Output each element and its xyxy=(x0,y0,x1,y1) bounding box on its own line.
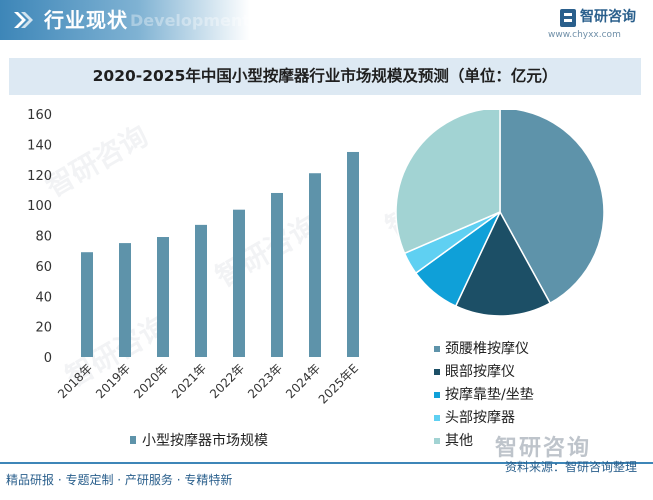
y-tick-label: 160 xyxy=(27,108,52,123)
legend-label: 其他 xyxy=(445,433,473,449)
legend-swatch xyxy=(434,392,440,398)
footer-services: 精品研报 · 专题定制 · 产研服务 · 专精特新 xyxy=(6,473,233,487)
bar xyxy=(347,151,359,357)
x-tick-label: 2021年 xyxy=(169,361,209,401)
legend-label: 眼部按摩仪 xyxy=(445,364,515,380)
y-tick-label: 140 xyxy=(27,138,52,153)
brand-url: www.chyxx.com xyxy=(548,30,621,40)
y-tick-label: 60 xyxy=(35,260,52,275)
pie-slice xyxy=(454,210,552,317)
legend-swatch xyxy=(434,438,440,444)
footer-divider xyxy=(0,462,653,464)
pie-legend-item: 眼部按摩仪 xyxy=(434,361,515,383)
bar-chart: 0 20 40 60 80 100 120 140 160 2018年2019年2020年2021… xyxy=(27,108,361,449)
pie-slice xyxy=(395,110,501,255)
legend-swatch xyxy=(434,415,440,421)
bar xyxy=(81,252,93,357)
x-tick-label: 2019年 xyxy=(93,361,133,401)
legend-swatch xyxy=(434,346,440,352)
brand-name: 智研咨询 xyxy=(580,9,636,25)
legend-label: 颈腰椎按摩仪 xyxy=(445,341,529,357)
legend-label: 小型按摩器市场规模 xyxy=(142,432,268,449)
bar xyxy=(157,237,169,357)
chart-title-band xyxy=(9,58,641,95)
x-tick-label: 2023年 xyxy=(245,361,285,401)
x-tick-label: 2022年 xyxy=(207,361,247,401)
page-header: Development history 行业现状 智研咨询 www.chyxx.… xyxy=(0,0,653,44)
bar xyxy=(119,243,131,357)
header-bar xyxy=(0,0,250,40)
legend-label: 按摩靠垫/坐垫 xyxy=(445,387,534,403)
x-tick-label: 2020年 xyxy=(131,361,171,401)
page-title: 行业现状 xyxy=(44,8,128,32)
pie-legend-item: 其他 xyxy=(434,430,473,452)
x-tick-label: 2025年E xyxy=(316,361,361,406)
chart-title: 2020-2025年中国小型按摩器行业市场规模及预测（单位：亿元） xyxy=(92,67,558,85)
y-tick-label: 0 xyxy=(44,351,52,366)
pie-legend-item: 按摩靠垫/坐垫 xyxy=(434,384,534,406)
y-tick-label: 100 xyxy=(27,199,52,214)
legend-swatch xyxy=(434,369,440,375)
bar xyxy=(271,192,283,357)
y-tick-label: 20 xyxy=(35,321,52,336)
bar xyxy=(195,224,207,357)
bar xyxy=(233,209,245,357)
header-subtitle-watermark: Development history xyxy=(130,11,319,30)
legend-swatch xyxy=(130,436,136,444)
double-chevron-icon xyxy=(14,12,33,28)
x-tick-label: 2018年 xyxy=(55,361,95,401)
pie-chart xyxy=(395,110,605,317)
legend-label: 头部按摩器 xyxy=(445,410,515,426)
y-tick-label: 40 xyxy=(35,290,52,305)
pie-legend-item: 颈腰椎按摩仪 xyxy=(434,338,529,360)
footer-source: 资料来源：智研咨询整理 xyxy=(505,460,638,474)
pie-slice xyxy=(499,110,605,305)
pie-legend-item: 头部按摩器 xyxy=(434,407,515,429)
y-tick-label: 80 xyxy=(35,230,52,245)
brand-logo-icon xyxy=(560,9,576,27)
y-tick-label: 120 xyxy=(27,169,52,184)
watermark-logo-text: 智研咨询 xyxy=(495,436,592,461)
bar xyxy=(309,173,321,357)
